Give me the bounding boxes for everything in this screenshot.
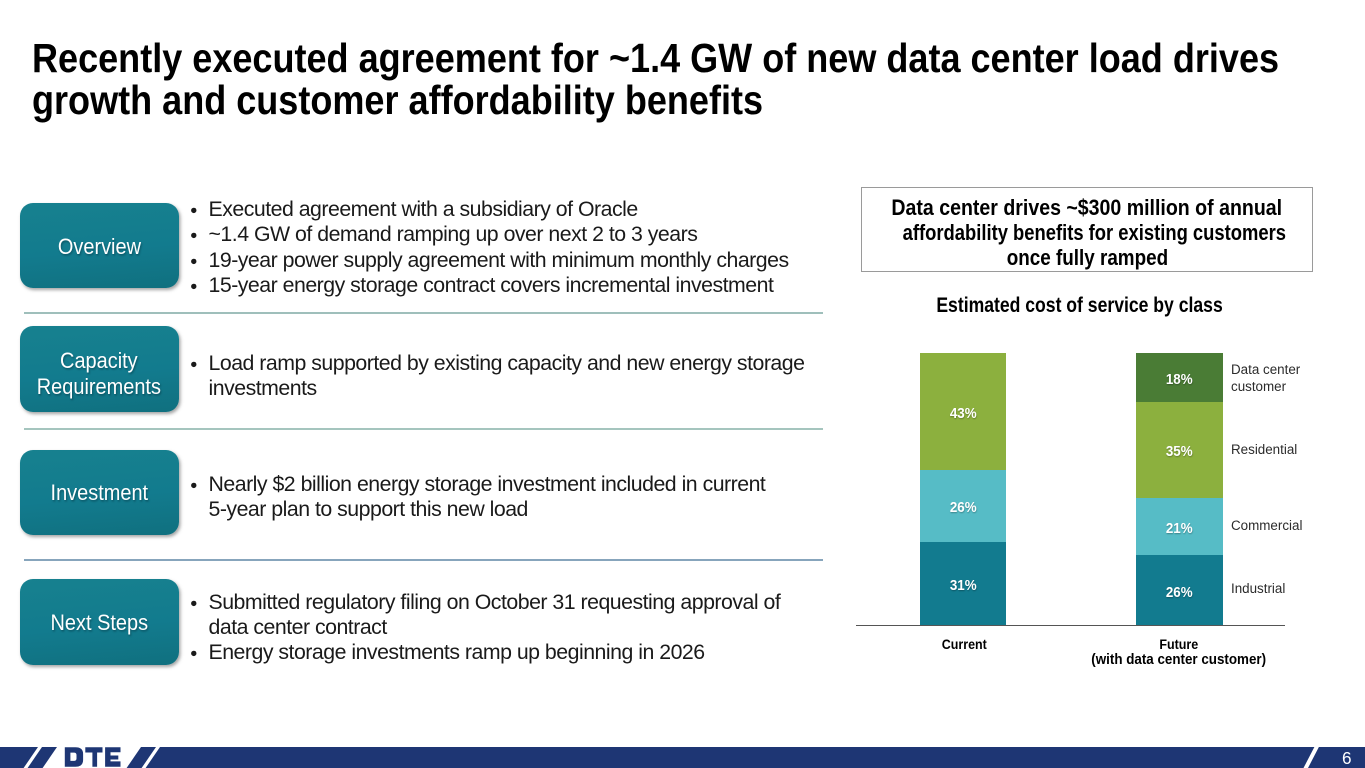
svg-text:6: 6 <box>1342 748 1352 768</box>
